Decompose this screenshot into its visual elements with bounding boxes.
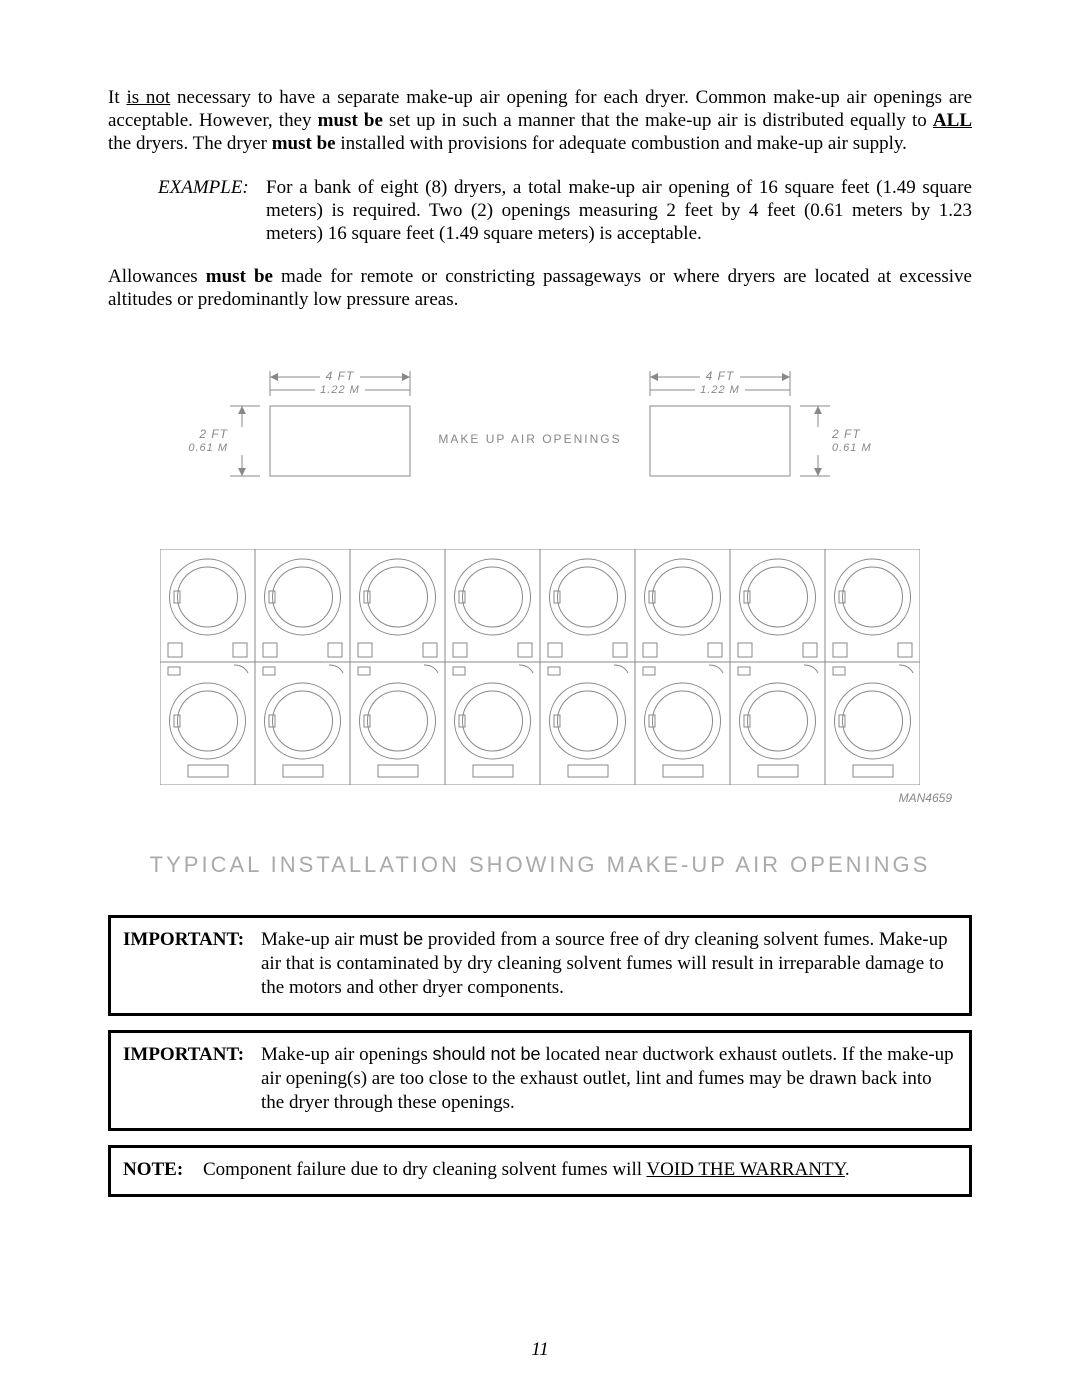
text: installed with provisions for adequate c… bbox=[336, 133, 907, 154]
paragraph-2: Allowances must be made for remote or co… bbox=[108, 265, 972, 311]
dim-label: 2 FT bbox=[831, 427, 861, 441]
text: Make-up air bbox=[261, 929, 359, 950]
dim-label: 2 FT bbox=[198, 427, 228, 441]
box-body: Make-up air openings should not be locat… bbox=[261, 1043, 957, 1116]
text: Component failure due to dry cleaning so… bbox=[203, 1159, 646, 1180]
box-body: Make-up air must be provided from a sour… bbox=[261, 928, 957, 1001]
note-box: NOTE: Component failure due to dry clean… bbox=[108, 1145, 972, 1197]
example-label: EXAMPLE: bbox=[158, 176, 266, 246]
text: . bbox=[845, 1159, 850, 1180]
text: Make-up air openings bbox=[261, 1044, 432, 1065]
text-bold: must be bbox=[318, 110, 383, 131]
dim-label: 0.61 M bbox=[188, 442, 228, 454]
text-underlined: is not bbox=[126, 87, 170, 108]
text-bold-underlined: ALL bbox=[933, 110, 972, 131]
drawing-id: MAN4659 bbox=[108, 791, 972, 806]
page: It is not necessary to have a separate m… bbox=[0, 0, 1080, 1397]
box-label: IMPORTANT: bbox=[123, 1043, 261, 1116]
dim-label: 4 FT bbox=[326, 369, 355, 383]
text: set up in such a manner that the make-up… bbox=[383, 110, 933, 131]
text: It bbox=[108, 87, 126, 108]
text: Allowances bbox=[108, 266, 206, 287]
text-sans: must be bbox=[359, 929, 423, 949]
text-bold: must be bbox=[272, 133, 336, 154]
box-label: NOTE: bbox=[123, 1158, 203, 1182]
example-block: EXAMPLE: For a bank of eight (8) dryers,… bbox=[158, 176, 972, 246]
text-sans: should not be bbox=[432, 1044, 540, 1064]
important-box-2: IMPORTANT: Make-up air openings should n… bbox=[108, 1030, 972, 1131]
air-opening-diagram: 4 FT 1.22 M 4 FT 1.22 M 2 FT 0.61 M 2 FT… bbox=[108, 351, 972, 806]
page-number: 11 bbox=[0, 1338, 1080, 1361]
dryer-bank-diagram bbox=[108, 549, 972, 785]
text: the dryers. The dryer bbox=[108, 133, 272, 154]
dim-label: 0.61 M bbox=[832, 442, 872, 454]
paragraph-1: It is not necessary to have a separate m… bbox=[108, 86, 972, 156]
dim-label: 1.22 M bbox=[320, 384, 360, 396]
figure-title: TYPICAL INSTALLATION SHOWING MAKE-UP AIR… bbox=[108, 852, 972, 879]
example-body: For a bank of eight (8) dryers, a total … bbox=[266, 176, 972, 246]
dim-label: 1.22 M bbox=[700, 384, 740, 396]
box-label: IMPORTANT: bbox=[123, 928, 261, 1001]
dim-label: 4 FT bbox=[706, 369, 735, 383]
center-label: MAKE UP AIR OPENINGS bbox=[438, 432, 621, 446]
text-underlined: VOID THE WARRANTY bbox=[646, 1159, 844, 1180]
important-box-1: IMPORTANT: Make-up air must be provided … bbox=[108, 915, 972, 1016]
box-body: Component failure due to dry cleaning so… bbox=[203, 1158, 957, 1182]
text-bold: must be bbox=[206, 266, 273, 287]
